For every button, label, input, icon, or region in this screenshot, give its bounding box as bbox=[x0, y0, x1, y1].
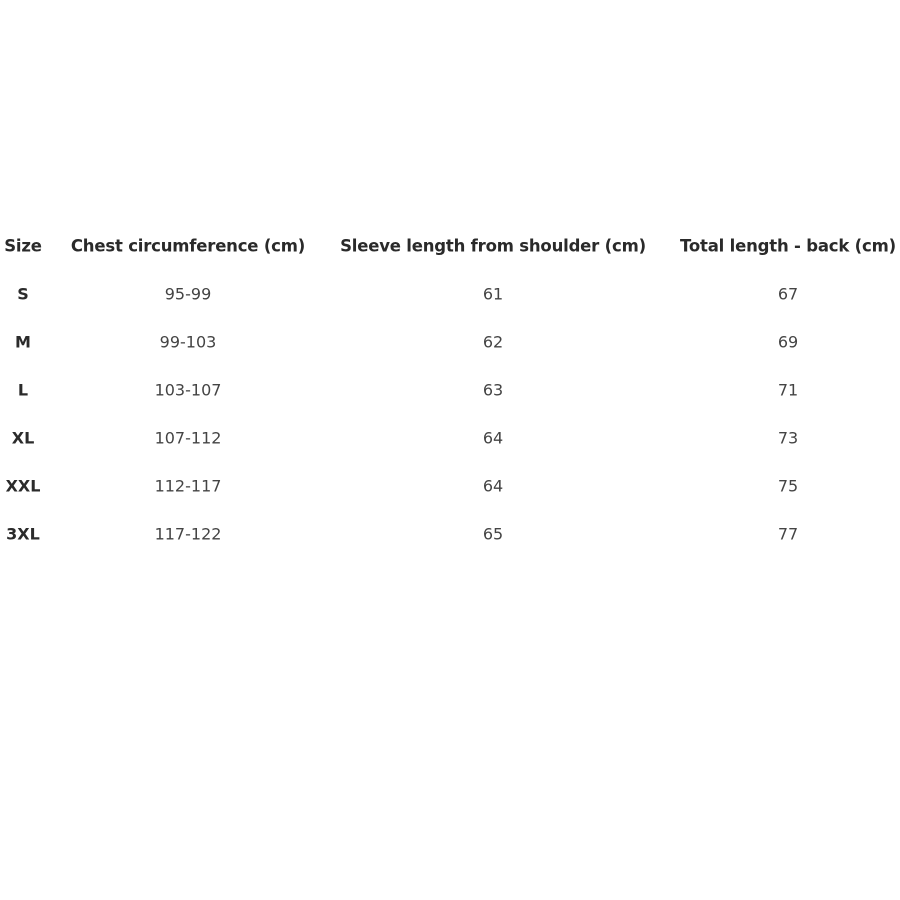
table-cell: 69 bbox=[777, 332, 799, 352]
table-cell: 67 bbox=[777, 284, 799, 304]
table-cell: 107-112 bbox=[154, 428, 222, 448]
table-cell: 71 bbox=[777, 380, 799, 400]
size-label: XXL bbox=[5, 476, 41, 496]
size-label: XL bbox=[11, 428, 35, 448]
size-label: M bbox=[15, 332, 31, 352]
column-header: Total length - back (cm) bbox=[680, 236, 896, 256]
table-cell: 64 bbox=[482, 476, 504, 496]
size-label: S bbox=[17, 284, 29, 304]
table-cell: 65 bbox=[482, 524, 504, 544]
table-cell: 95-99 bbox=[164, 284, 212, 304]
size-label: L bbox=[17, 380, 29, 400]
column-header: Chest circumference (cm) bbox=[70, 236, 306, 256]
table-cell: 99-103 bbox=[159, 332, 217, 352]
table-cell: 103-107 bbox=[154, 380, 222, 400]
table-cell: 61 bbox=[482, 284, 504, 304]
column-header: Size bbox=[4, 236, 42, 256]
table-cell: 112-117 bbox=[154, 476, 222, 496]
table-cell: 62 bbox=[482, 332, 504, 352]
table-cell: 64 bbox=[482, 428, 504, 448]
table-cell: 117-122 bbox=[154, 524, 222, 544]
table-cell: 77 bbox=[777, 524, 799, 544]
table-cell: 73 bbox=[777, 428, 799, 448]
size-label: 3XL bbox=[6, 524, 40, 544]
table-cell: 75 bbox=[777, 476, 799, 496]
column-header: Sleeve length from shoulder (cm) bbox=[340, 236, 646, 256]
table-cell: 63 bbox=[482, 380, 504, 400]
